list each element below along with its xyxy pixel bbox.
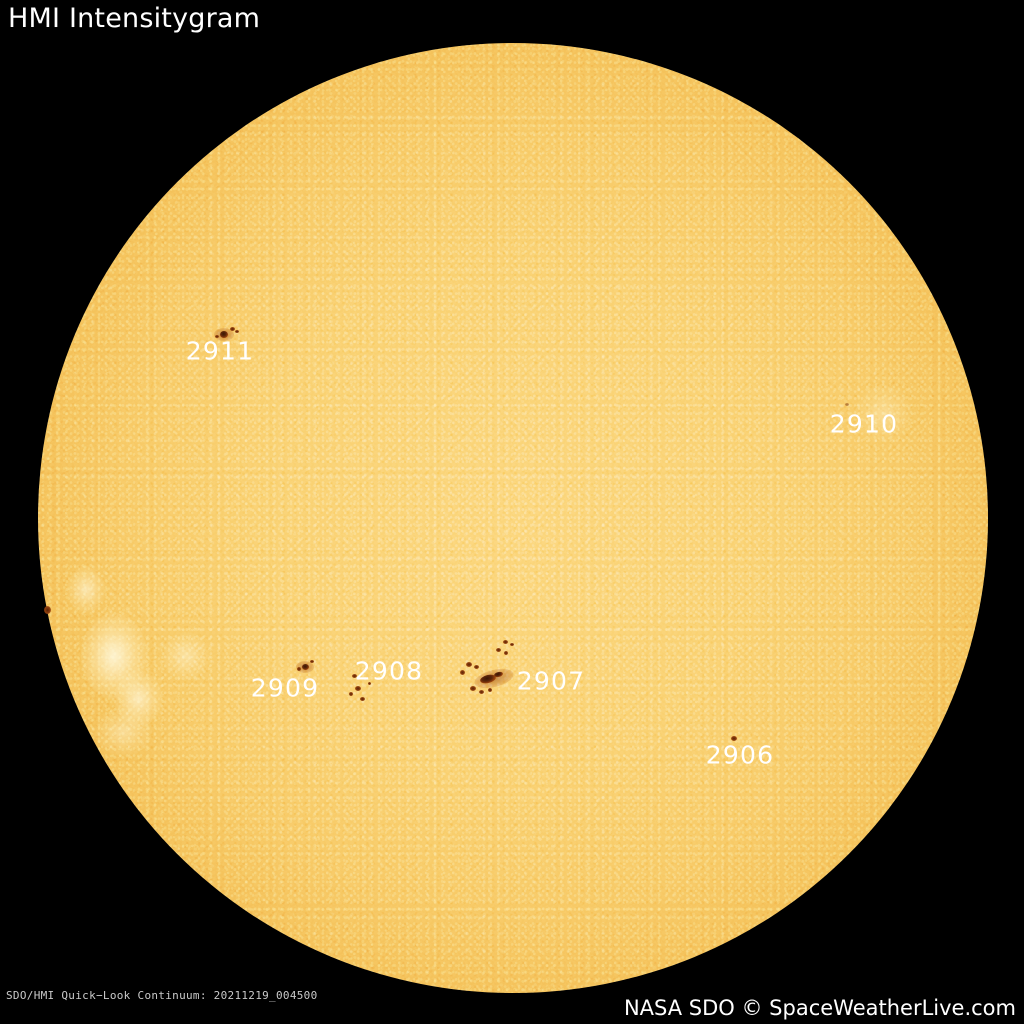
- sunspot-pore: [504, 651, 508, 655]
- sunspot-umbra: [220, 331, 228, 338]
- sunspot-pore: [352, 674, 357, 678]
- credit-caption: NASA SDO © SpaceWeatherLive.com: [623, 996, 1016, 1020]
- sunspot-pore: [297, 667, 301, 671]
- sunspot-pore: [496, 648, 501, 652]
- instrument-caption: SDO/HMI Quick−Look Continuum: 20211219_0…: [6, 989, 318, 1002]
- sunspot-pore: [731, 736, 737, 741]
- sunspot-pore: [368, 682, 371, 685]
- sunspot-group-2911: [206, 322, 246, 348]
- sunspot-pore: [349, 692, 353, 696]
- sunspot-group-2908: [340, 670, 382, 710]
- solar-disk: [38, 43, 988, 993]
- granulation-texture-coarse: [38, 43, 988, 993]
- sunspot-pore: [360, 697, 365, 701]
- sunspot-pore: [845, 403, 849, 406]
- sunspot-group-2907: [448, 638, 538, 708]
- sunspot-pore: [470, 686, 476, 691]
- ar-label-2908: 2908: [354, 656, 424, 686]
- ar-label-2911: 2911: [185, 336, 255, 366]
- image-title: HMI Intensitygram: [8, 3, 261, 34]
- sunspot-pore: [479, 690, 484, 694]
- sunspot-pore: [503, 640, 508, 644]
- sunspot-pore: [230, 327, 235, 331]
- ar-label-2909: 2909: [250, 673, 320, 703]
- sunspot-pore: [355, 686, 361, 691]
- sunspot-pore: [474, 665, 479, 669]
- granulation-texture-medium: [38, 43, 988, 993]
- sunspot-group-2906: [726, 732, 744, 746]
- sunspot-group-2910: [840, 398, 860, 412]
- sunspot-group-east-limb: [40, 602, 56, 618]
- ar-label-2907: 2907: [516, 666, 586, 696]
- sunspot-pore: [44, 606, 51, 614]
- sunspot-pore: [466, 662, 472, 667]
- sunspot-pore: [310, 660, 314, 663]
- granulation-texture-fine: [38, 43, 988, 993]
- sunspot-pore: [235, 330, 239, 333]
- sunspot-group-2909: [288, 656, 324, 682]
- ar-label-2910: 2910: [829, 409, 899, 439]
- sunspot-pore: [488, 688, 492, 692]
- sunspot-pore: [215, 335, 219, 338]
- ar-label-2906: 2906: [705, 740, 775, 770]
- sunspot-pore: [510, 643, 514, 646]
- sunspot-pore: [460, 670, 465, 675]
- sunspot-umbra: [302, 664, 309, 670]
